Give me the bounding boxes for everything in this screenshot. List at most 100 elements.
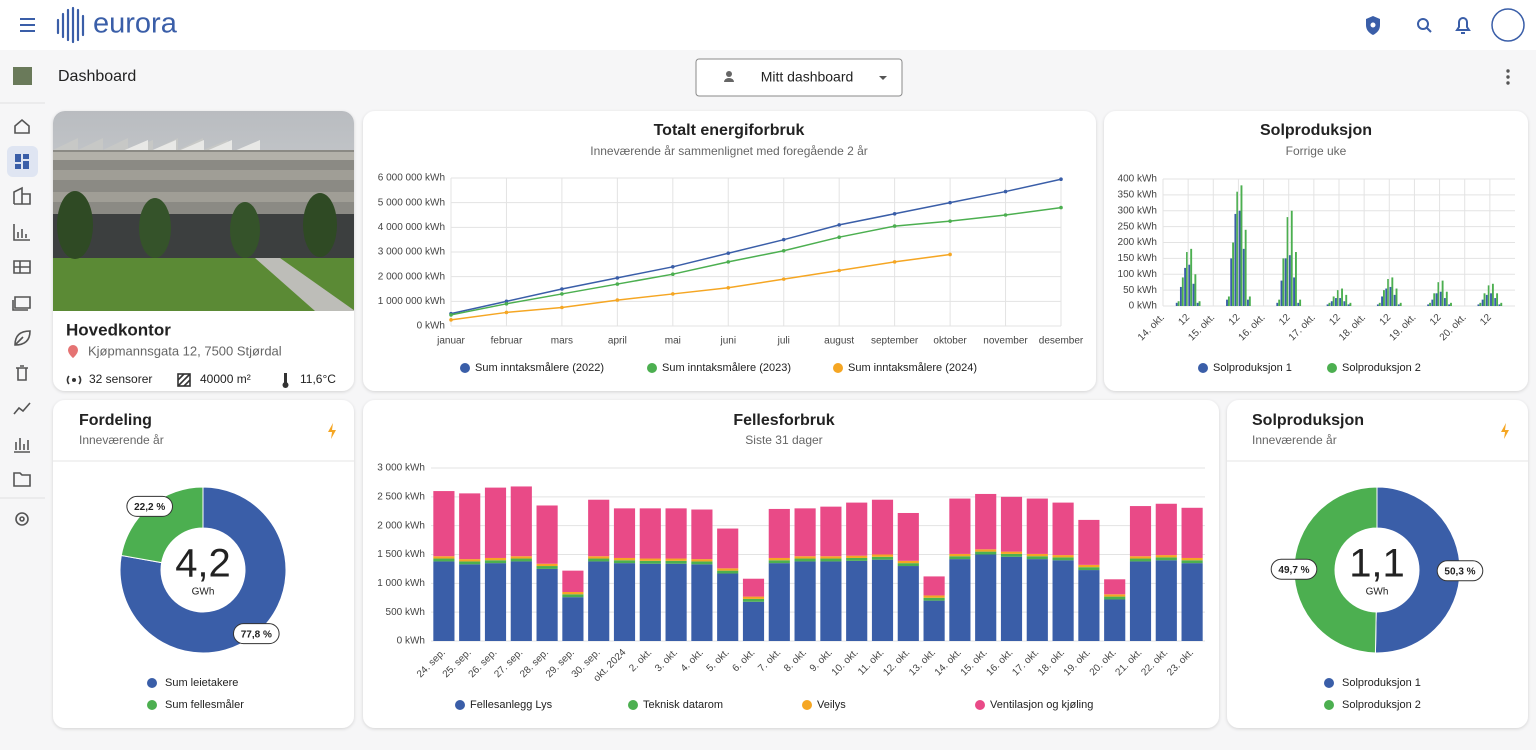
bar-segment <box>562 597 584 641</box>
pie-slice <box>1293 486 1378 654</box>
bar-segment <box>536 505 558 564</box>
legend-marker <box>147 700 157 710</box>
y-tick-label: 200 kWh <box>1118 237 1157 248</box>
chart-subtitle: Inneværende år sammenlignet med foregåen… <box>590 144 868 158</box>
bar-segment <box>820 556 842 559</box>
nav-home[interactable] <box>14 118 30 134</box>
line-point <box>837 268 841 273</box>
legend-marker <box>460 363 470 373</box>
bar-segment <box>1104 579 1126 595</box>
bar <box>1179 286 1182 306</box>
bar-segment <box>975 551 997 555</box>
search-button[interactable] <box>1417 18 1432 33</box>
bar-segment <box>536 563 558 567</box>
bar <box>1293 277 1295 306</box>
bar-segment <box>1104 599 1126 641</box>
more-button[interactable] <box>1506 69 1510 85</box>
bar-segment <box>1078 567 1100 571</box>
bar <box>1498 304 1501 306</box>
line-series <box>450 206 1062 316</box>
bar-segment <box>717 568 739 571</box>
nav-trends[interactable] <box>13 402 31 415</box>
bar <box>1391 277 1394 306</box>
legend-marker <box>833 363 843 373</box>
bar-segment <box>1052 560 1074 641</box>
bar-segment <box>768 557 790 561</box>
bar <box>1236 191 1239 306</box>
chart-title: Fellesforbruk <box>733 412 834 429</box>
logo[interactable]: eurora <box>93 8 178 40</box>
legend-marker <box>1327 363 1337 373</box>
nav-reports[interactable] <box>13 224 30 241</box>
bar-segment <box>1155 555 1177 558</box>
bar-segment <box>1129 561 1152 641</box>
building-thumbnail[interactable] <box>13 67 32 85</box>
line-point <box>1003 213 1008 217</box>
bar-segment <box>949 498 971 554</box>
line-point <box>1003 189 1008 194</box>
y-tick-label: 300 kWh <box>1118 205 1157 216</box>
bar-segment <box>665 508 687 559</box>
bar-segment <box>1000 556 1023 641</box>
bar <box>1288 255 1291 306</box>
nav-analytics[interactable] <box>14 438 30 453</box>
bar <box>1328 302 1331 306</box>
bar <box>1477 304 1480 306</box>
x-tick-label: mars <box>551 336 573 347</box>
chart-card <box>1227 400 1528 728</box>
building-card[interactable]: Hovedkontor Kjøpmannsgata 12, 7500 Stjør… <box>53 111 355 391</box>
bar <box>1247 299 1249 306</box>
bar-segment <box>1052 502 1074 556</box>
bar-segment <box>510 558 532 562</box>
bar-segment <box>613 508 636 558</box>
bar <box>1383 290 1385 306</box>
dashboard-select[interactable]: Mitt dashboard <box>695 58 903 97</box>
legend-label: Solproduksjon 2 <box>1342 699 1421 711</box>
bar-segment <box>975 493 997 550</box>
bar <box>1448 304 1451 306</box>
bar <box>1190 248 1193 306</box>
bar-segment <box>459 559 481 562</box>
nav-tables[interactable] <box>13 260 31 274</box>
nav-buildings[interactable] <box>13 186 31 205</box>
menu-button[interactable] <box>20 18 35 32</box>
line-series <box>450 253 951 321</box>
bar-segment <box>794 508 816 557</box>
top-bar <box>0 0 1536 50</box>
bar <box>1387 279 1390 306</box>
avatar[interactable] <box>1491 8 1525 42</box>
shield-button[interactable] <box>1366 16 1380 35</box>
bar <box>1491 283 1494 306</box>
bar <box>1339 298 1342 306</box>
bar <box>1234 213 1237 306</box>
bar <box>1244 229 1247 306</box>
nav-sustainability[interactable] <box>14 330 31 346</box>
nav-settings[interactable] <box>15 512 29 526</box>
bar <box>1188 264 1191 306</box>
bar <box>1429 302 1431 306</box>
line-point <box>504 299 509 304</box>
sensor-icon <box>66 375 82 385</box>
nav-trash[interactable] <box>16 365 28 381</box>
legend-marker <box>1324 700 1334 710</box>
line-point <box>837 235 841 239</box>
legend-label: Sum inntaksmålere (2024) <box>848 362 977 374</box>
line-point <box>781 277 786 281</box>
bar <box>1297 302 1300 306</box>
bar-segment <box>1155 557 1177 561</box>
y-tick-label: 350 kWh <box>1118 190 1157 201</box>
chart-card <box>363 400 1219 728</box>
y-tick-label: 4 000 000 kWh <box>378 222 445 233</box>
bar-segment <box>871 556 894 560</box>
line-point <box>560 287 564 291</box>
value-label-pill <box>126 495 173 517</box>
bar <box>1248 296 1251 306</box>
nav-dashboard[interactable] <box>15 154 29 169</box>
nav-files[interactable] <box>13 472 31 487</box>
bar-segment <box>691 564 713 641</box>
bar <box>1336 290 1339 306</box>
nav-payments[interactable] <box>12 296 31 311</box>
bar-segment <box>1078 519 1100 565</box>
pie-slice <box>119 486 287 654</box>
notifications-button[interactable] <box>1455 17 1471 34</box>
